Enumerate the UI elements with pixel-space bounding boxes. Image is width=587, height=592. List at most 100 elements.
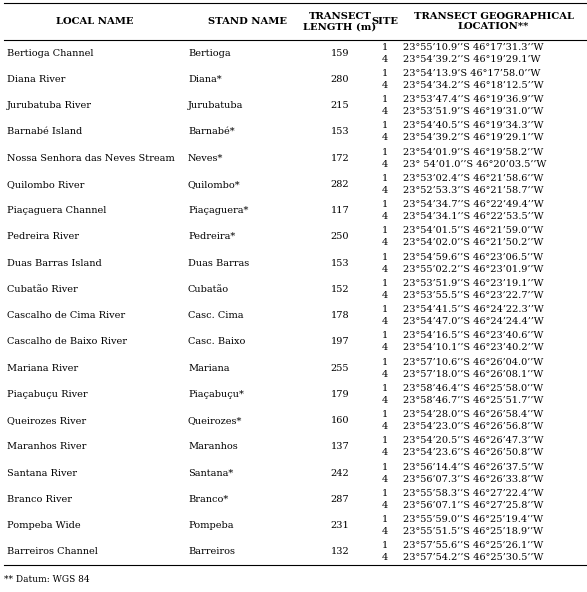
Text: 250: 250 [330,233,349,242]
Text: 4: 4 [382,186,388,195]
Text: 23°55’10.9’’S 46°17’31.3’’W: 23°55’10.9’’S 46°17’31.3’’W [403,43,544,52]
Text: 23°57’10.6’’S 46°26’04.0’’W: 23°57’10.6’’S 46°26’04.0’’W [403,358,543,366]
Text: 1: 1 [382,515,388,524]
Text: 23°53’55.5’’S 46°23’22.7’’W: 23°53’55.5’’S 46°23’22.7’’W [403,291,544,300]
Text: LOCAL NAME: LOCAL NAME [56,17,133,26]
Text: 1: 1 [382,436,388,445]
Text: SITE: SITE [372,17,399,26]
Text: Nossa Senhora das Neves Stream: Nossa Senhora das Neves Stream [7,154,175,163]
Text: 4: 4 [382,239,388,247]
Text: 23°53’51.9’’S 46°19’31.0’’W: 23°53’51.9’’S 46°19’31.0’’W [403,107,544,116]
Text: 159: 159 [330,49,349,57]
Text: 23°55’51.5’’S 46°25’18.9’’W: 23°55’51.5’’S 46°25’18.9’’W [403,527,543,536]
Text: 1: 1 [382,174,388,183]
Text: Quilombo*: Quilombo* [188,180,241,189]
Text: 23°54’34.1’’S 46°22’53.5’’W: 23°54’34.1’’S 46°22’53.5’’W [403,212,544,221]
Text: Pedreira River: Pedreira River [7,233,79,242]
Text: Pompeba Wide: Pompeba Wide [7,521,80,530]
Text: 23°56’14.4’’S 46°26’37.5’’W: 23°56’14.4’’S 46°26’37.5’’W [403,462,544,472]
Text: 23°57’55.6’’S 46°25’26.1’’W: 23°57’55.6’’S 46°25’26.1’’W [403,541,543,551]
Text: 4: 4 [382,160,388,169]
Text: Diana*: Diana* [188,75,222,84]
Text: 23°56’07.1’’S 46°27’25.8’’W: 23°56’07.1’’S 46°27’25.8’’W [403,501,544,510]
Text: Pompeba: Pompeba [188,521,234,530]
Text: Jurubatuba: Jurubatuba [188,101,244,110]
Text: 4: 4 [382,448,388,458]
Text: 23°54’59.6’’S 46°23’06.5’’W: 23°54’59.6’’S 46°23’06.5’’W [403,253,543,262]
Text: 153: 153 [330,259,349,268]
Text: Santana*: Santana* [188,469,233,478]
Text: 1: 1 [382,305,388,314]
Text: 4: 4 [382,291,388,300]
Text: 23°52’53.3’’S 46°21’58.7’’W: 23°52’53.3’’S 46°21’58.7’’W [403,186,544,195]
Text: TRANSECT GEOGRAPHICAL
LOCATION**: TRANSECT GEOGRAPHICAL LOCATION** [413,12,573,31]
Text: Maranhos: Maranhos [188,442,238,451]
Text: Piaçabuçu River: Piaçabuçu River [7,390,87,399]
Text: Maranhos River: Maranhos River [7,442,86,451]
Text: Cascalho de Baixo River: Cascalho de Baixo River [7,337,127,346]
Text: 23°54’16.5’’S 46°23’40.6’’W: 23°54’16.5’’S 46°23’40.6’’W [403,332,544,340]
Text: 231: 231 [330,521,349,530]
Text: 23°55’59.0’’S 46°25’19.4’’W: 23°55’59.0’’S 46°25’19.4’’W [403,515,543,524]
Text: 1: 1 [382,489,388,498]
Text: 23° 54’01.0’’S 46°20’03.5’’W: 23° 54’01.0’’S 46°20’03.5’’W [403,160,546,169]
Text: 23°54’02.0’’S 46°21’50.2’’W: 23°54’02.0’’S 46°21’50.2’’W [403,239,544,247]
Text: 1: 1 [382,69,388,78]
Text: Quilombo River: Quilombo River [7,180,85,189]
Text: 23°53’47.4’’S 46°19’36.9’’W: 23°53’47.4’’S 46°19’36.9’’W [403,95,544,104]
Text: 242: 242 [330,469,349,478]
Text: 1: 1 [382,226,388,236]
Text: Branco*: Branco* [188,495,228,504]
Text: TRANSECT
LENGTH (m): TRANSECT LENGTH (m) [303,12,377,31]
Text: 4: 4 [382,422,388,431]
Text: Piaçaguera Channel: Piaçaguera Channel [7,206,106,215]
Text: 4: 4 [382,265,388,274]
Text: 1: 1 [382,462,388,472]
Text: Duas Barras: Duas Barras [188,259,249,268]
Text: 23°54’01.9’’S 46°19’58.2’’W: 23°54’01.9’’S 46°19’58.2’’W [403,147,543,157]
Text: Casc. Cima: Casc. Cima [188,311,244,320]
Text: 179: 179 [330,390,349,399]
Text: 23°53’51.9’’S 46°23’19.1’’W: 23°53’51.9’’S 46°23’19.1’’W [403,279,544,288]
Text: 172: 172 [330,154,349,163]
Text: 4: 4 [382,81,388,90]
Text: 132: 132 [330,548,349,556]
Text: 23°54’20.5’’S 46°26’47.3’’W: 23°54’20.5’’S 46°26’47.3’’W [403,436,544,445]
Text: 23°58’46.4’’S 46°25’58.0’’W: 23°58’46.4’’S 46°25’58.0’’W [403,384,543,393]
Text: 23°54’28.0’’S 46°26’58.4’’W: 23°54’28.0’’S 46°26’58.4’’W [403,410,543,419]
Text: 23°53’02.4’’S 46°21’58.6’’W: 23°53’02.4’’S 46°21’58.6’’W [403,174,544,183]
Text: 23°54’39.2’’S 46°19’29.1’W: 23°54’39.2’’S 46°19’29.1’W [403,54,541,64]
Text: 255: 255 [330,363,349,372]
Text: 23°55’58.3’’S 46°27’22.4’’W: 23°55’58.3’’S 46°27’22.4’’W [403,489,544,498]
Text: 23°54’34.2’’S 46°18’12.5’’W: 23°54’34.2’’S 46°18’12.5’’W [403,81,544,90]
Text: Queirozes*: Queirozes* [188,416,242,425]
Text: 4: 4 [382,554,388,562]
Text: Bertioga: Bertioga [188,49,231,57]
Text: 4: 4 [382,475,388,484]
Text: 4: 4 [382,317,388,326]
Text: 1: 1 [382,410,388,419]
Text: Barnabé*: Barnabé* [188,127,235,136]
Text: 1: 1 [382,147,388,157]
Text: Barreiros Channel: Barreiros Channel [7,548,98,556]
Text: Piaçaguera*: Piaçaguera* [188,206,248,215]
Text: 4: 4 [382,133,388,143]
Text: 287: 287 [330,495,349,504]
Text: Duas Barras Island: Duas Barras Island [7,259,102,268]
Text: 153: 153 [330,127,349,136]
Text: 4: 4 [382,54,388,64]
Text: 23°54’10.1’’S 46°23’40.2’’W: 23°54’10.1’’S 46°23’40.2’’W [403,343,544,352]
Text: 160: 160 [330,416,349,425]
Text: Cubatão River: Cubatão River [7,285,77,294]
Text: Santana River: Santana River [7,469,77,478]
Text: 1: 1 [382,200,388,209]
Text: Cascalho de Cima River: Cascalho de Cima River [7,311,125,320]
Text: Barreiros: Barreiros [188,548,235,556]
Text: 23°54’34.7’’S 46°22’49.4’’W: 23°54’34.7’’S 46°22’49.4’’W [403,200,544,209]
Text: 23°57’54.2’’S 46°25’30.5’’W: 23°57’54.2’’S 46°25’30.5’’W [403,554,544,562]
Text: 117: 117 [330,206,349,215]
Text: Bertioga Channel: Bertioga Channel [7,49,93,57]
Text: 4: 4 [382,107,388,116]
Text: 1: 1 [382,121,388,130]
Text: 1: 1 [382,95,388,104]
